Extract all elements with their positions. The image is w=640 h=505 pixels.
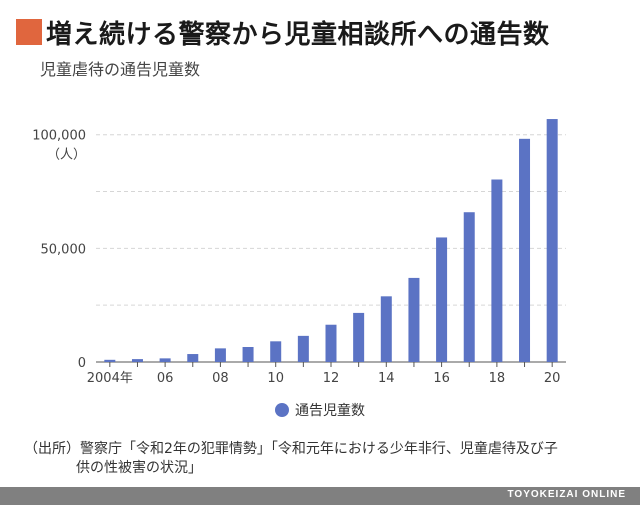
y-tick-label: 50,000: [41, 242, 87, 257]
chart-subtitle: 児童虐待の通告児童数: [40, 60, 201, 79]
x-tick-label: 20: [544, 371, 561, 386]
x-tick-label: 12: [323, 371, 340, 386]
bar: [214, 348, 226, 362]
x-tick-label: 14: [378, 371, 395, 386]
bar: [491, 179, 503, 362]
x-tick-label: 2004年: [87, 371, 133, 386]
title-marker-icon: [16, 19, 42, 45]
bar: [519, 138, 531, 362]
bar: [325, 324, 337, 362]
page-title: 増え続ける警察から児童相談所への通告数: [46, 19, 550, 50]
bar: [242, 347, 254, 362]
bar: [159, 358, 171, 362]
bar: [270, 341, 282, 362]
bar: [546, 119, 558, 362]
legend-dot-icon: [275, 403, 289, 417]
footer-brand: TOYOKEIZAI ONLINE: [507, 489, 626, 500]
source-note: （出所）警察庁「令和2年の犯罪情勢」「令和元年における少年非行、児童虐待及び子 …: [24, 440, 624, 478]
source-line-1: （出所）警察庁「令和2年の犯罪情勢」「令和元年における少年非行、児童虐待及び子: [24, 441, 558, 457]
title-row: 増え続ける警察から児童相談所への通告数: [16, 12, 550, 52]
footer-bar: TOYOKEIZAI ONLINE: [0, 487, 640, 505]
bar: [436, 237, 448, 362]
bar: [463, 212, 475, 362]
source-line-2: 供の性被害の状況」: [76, 460, 202, 476]
y-tick-label: 0: [78, 356, 86, 371]
bar: [380, 296, 392, 362]
y-axis-unit-label: （人）: [47, 148, 86, 163]
bar: [187, 354, 199, 362]
x-tick-label: 10: [267, 371, 284, 386]
bar: [297, 335, 309, 362]
legend: 通告児童数: [0, 400, 640, 420]
x-tick-label: 08: [212, 371, 229, 386]
y-tick-label: 100,000: [32, 129, 86, 144]
legend-label: 通告児童数: [295, 403, 365, 419]
bar: [353, 312, 365, 362]
x-tick-label: 16: [433, 371, 450, 386]
bar: [408, 277, 420, 362]
bar: [131, 359, 143, 362]
bar: [104, 359, 116, 362]
x-tick-label: 06: [157, 371, 174, 386]
x-tick-label: 18: [489, 371, 506, 386]
